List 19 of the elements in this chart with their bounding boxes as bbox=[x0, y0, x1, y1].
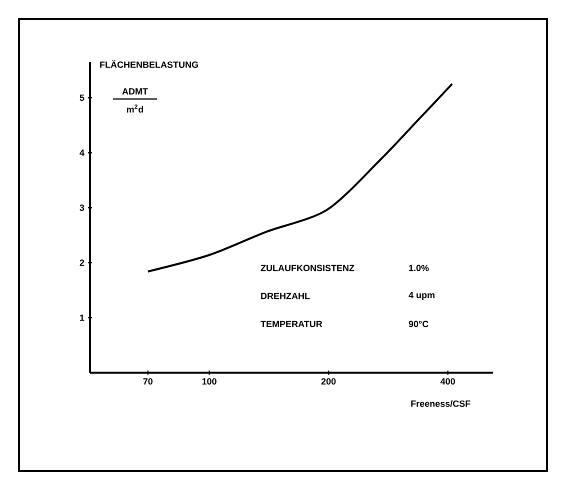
y-tick-label: 4 bbox=[80, 150, 84, 156]
x-tick-label: 70 bbox=[143, 378, 153, 385]
y-tick-label: 5 bbox=[80, 94, 84, 101]
annotation: 1.0% bbox=[409, 264, 429, 272]
annotation: 4 upm bbox=[408, 292, 434, 300]
annotation: m$^{2}$d bbox=[126, 104, 144, 113]
y-axis-title: FLÄCHENBELASTUNG bbox=[100, 60, 198, 68]
x-tick-label: 100 bbox=[202, 378, 216, 385]
annotation: DREHZAHL bbox=[261, 292, 310, 300]
y-tick-label: 3 bbox=[80, 204, 84, 211]
y-tick-label: 2 bbox=[80, 260, 84, 266]
annotation: TEMPERATUR bbox=[260, 320, 322, 328]
x-tick-label: 400 bbox=[440, 378, 455, 385]
x-axis-title: Freeness/CSF bbox=[411, 400, 470, 407]
annotation: ZULAUFKONSISTENZ bbox=[260, 264, 354, 272]
annotation: ADMT bbox=[122, 88, 148, 94]
y-tick-label: 1 bbox=[80, 314, 84, 321]
x-tick-label: 200 bbox=[321, 378, 336, 385]
annotation: 90°C bbox=[408, 320, 428, 328]
